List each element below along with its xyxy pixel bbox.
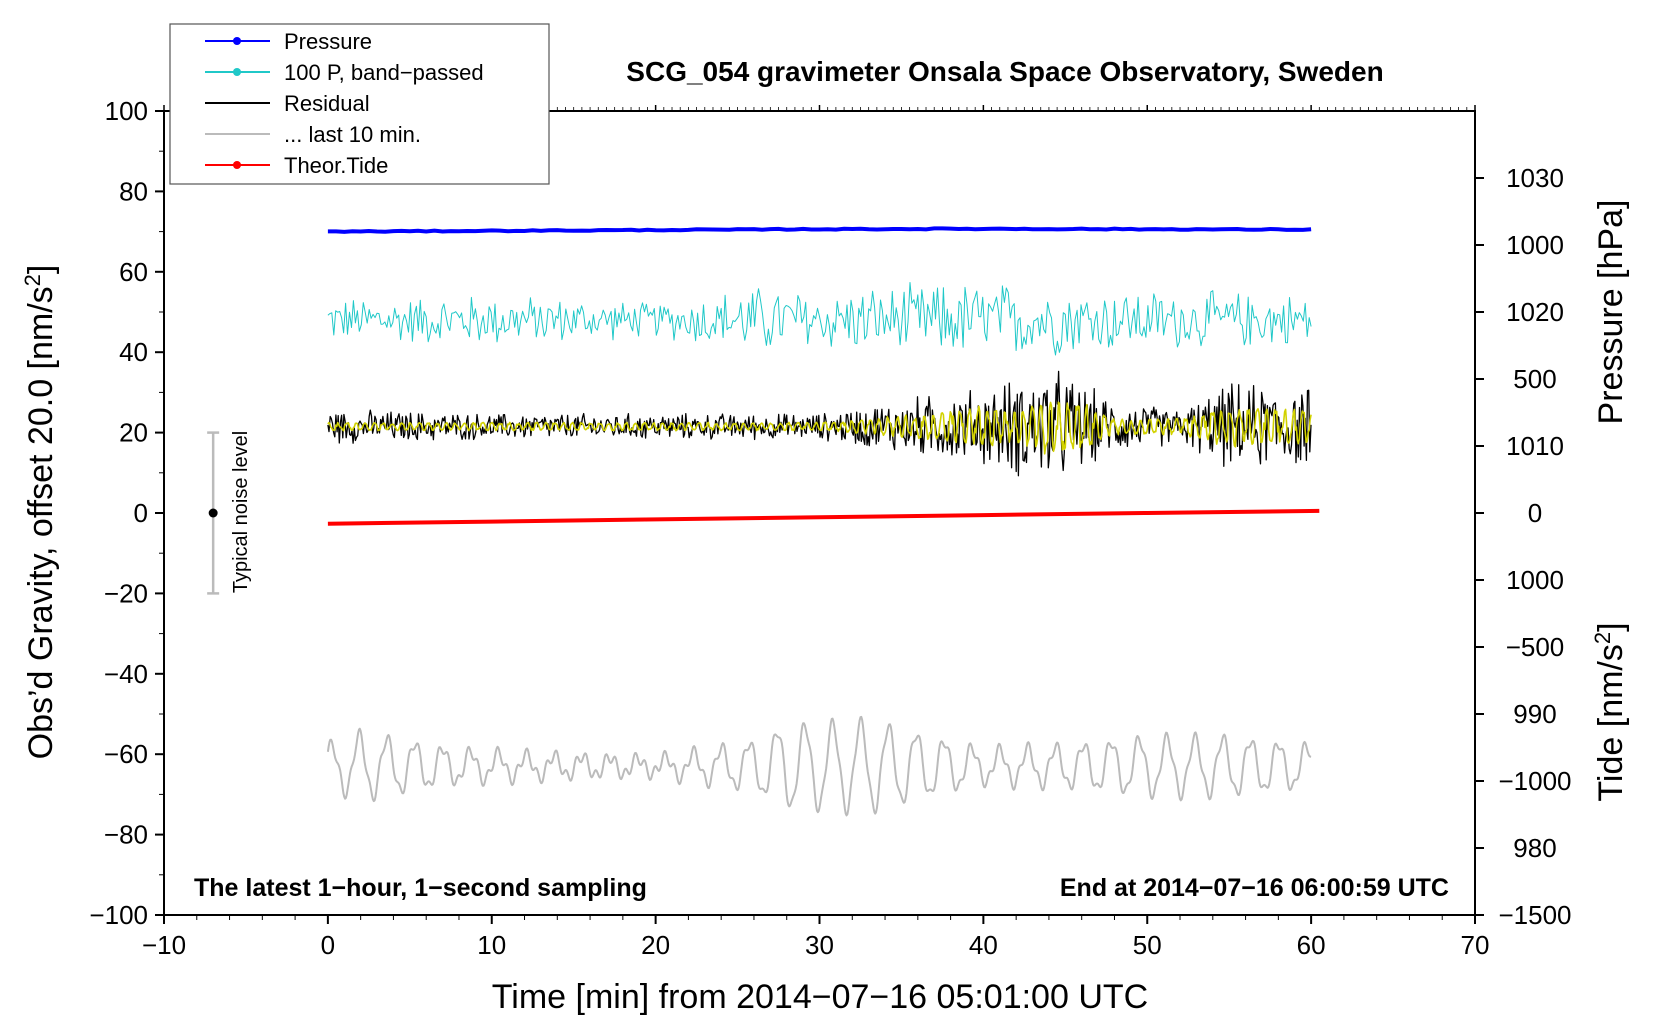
legend-label: Pressure [284,29,372,54]
x-tick-label: −10 [142,930,186,960]
legend: Pressure 100 P, band−passed Residual ... la… [169,23,550,185]
pressure-tick-label: 1030 [1506,163,1564,193]
legend-marker [233,68,241,76]
tide-tick-label: 500 [1513,364,1556,394]
x-tick-label: 60 [1297,930,1326,960]
y-tick-label: −20 [104,578,148,608]
series-residual-filtered [327,401,1312,455]
y-axis-left-title: Obs’d Gravity, offset 20.0 [nm/s2] [20,265,60,760]
x-tick-label: 0 [321,930,335,960]
legend-marker [233,37,241,45]
series-last-10-min [326,715,1312,817]
y-tick-label: −40 [104,659,148,689]
pressure-tick-label: 980 [1513,833,1556,863]
noise-level-bar [207,431,220,595]
y-axis-pressure-title: Pressure [hPa] [1592,200,1630,425]
series-pressure [327,226,1312,234]
annotation-sampling: The latest 1−hour, 1−second sampling [194,874,647,902]
x-tick-label: 40 [969,930,998,960]
legend-marker [233,161,241,169]
legend-label: Theor.Tide [284,153,388,178]
noise-bar-center [208,508,218,518]
y-tick-label: 60 [119,257,148,287]
y-tick-label: 20 [119,418,148,448]
x-tick-label: 50 [1133,930,1162,960]
x-tick-label: 10 [477,930,506,960]
series-residual [327,370,1312,477]
series-layer [326,226,1320,817]
legend-label: ... last 10 min. [284,122,421,147]
tide-tick-label: −1000 [1498,766,1571,796]
y-axis-pressure: 980 990 1000 1010 1020 1030 [1475,163,1564,863]
series-bandpassed-pressure [327,282,1312,356]
series-theoretical-tide [327,508,1320,526]
legend-label: Residual [284,91,370,116]
x-tick-label: 70 [1461,930,1490,960]
tide-tick-label: −500 [1506,632,1565,662]
y-tick-label: −100 [89,900,148,930]
x-tick-label: 20 [641,930,670,960]
tide-tick-label: −1500 [1498,900,1571,930]
y-axis-left: −100 −80 −60 −40 −20 0 20 40 60 80 100 [89,96,164,930]
pressure-tick-label: 1010 [1506,431,1564,461]
y-tick-label: 80 [119,176,148,206]
x-axis: −10 0 10 20 30 40 50 60 70 [142,105,1490,960]
legend-label: 100 P, band−passed [284,60,484,85]
y-axis-tide-title: Tide [nm/s2] [1590,622,1630,801]
y-tick-label: 40 [119,337,148,367]
pressure-tick-label: 990 [1513,699,1556,729]
y-tick-label: −80 [104,820,148,850]
y-tick-label: 0 [134,498,148,528]
annotation-end-time: End at 2014−07−16 06:00:59 UTC [1060,874,1449,902]
x-axis-title: Time [min] from 2014−07−16 05:01:00 UTC [492,978,1148,1016]
y-tick-label: 100 [105,96,148,126]
tide-tick-label: 1000 [1506,230,1564,260]
tide-tick-label: 0 [1528,498,1542,528]
noise-level-label: Typical noise level [230,431,252,593]
y-tick-label: −60 [104,739,148,769]
pressure-tick-label: 1020 [1506,297,1564,327]
pressure-tick-label: 1000 [1506,565,1564,595]
chart-title: SCG_054 gravimeter Onsala Space Observat… [626,56,1383,87]
x-tick-label: 30 [805,930,834,960]
